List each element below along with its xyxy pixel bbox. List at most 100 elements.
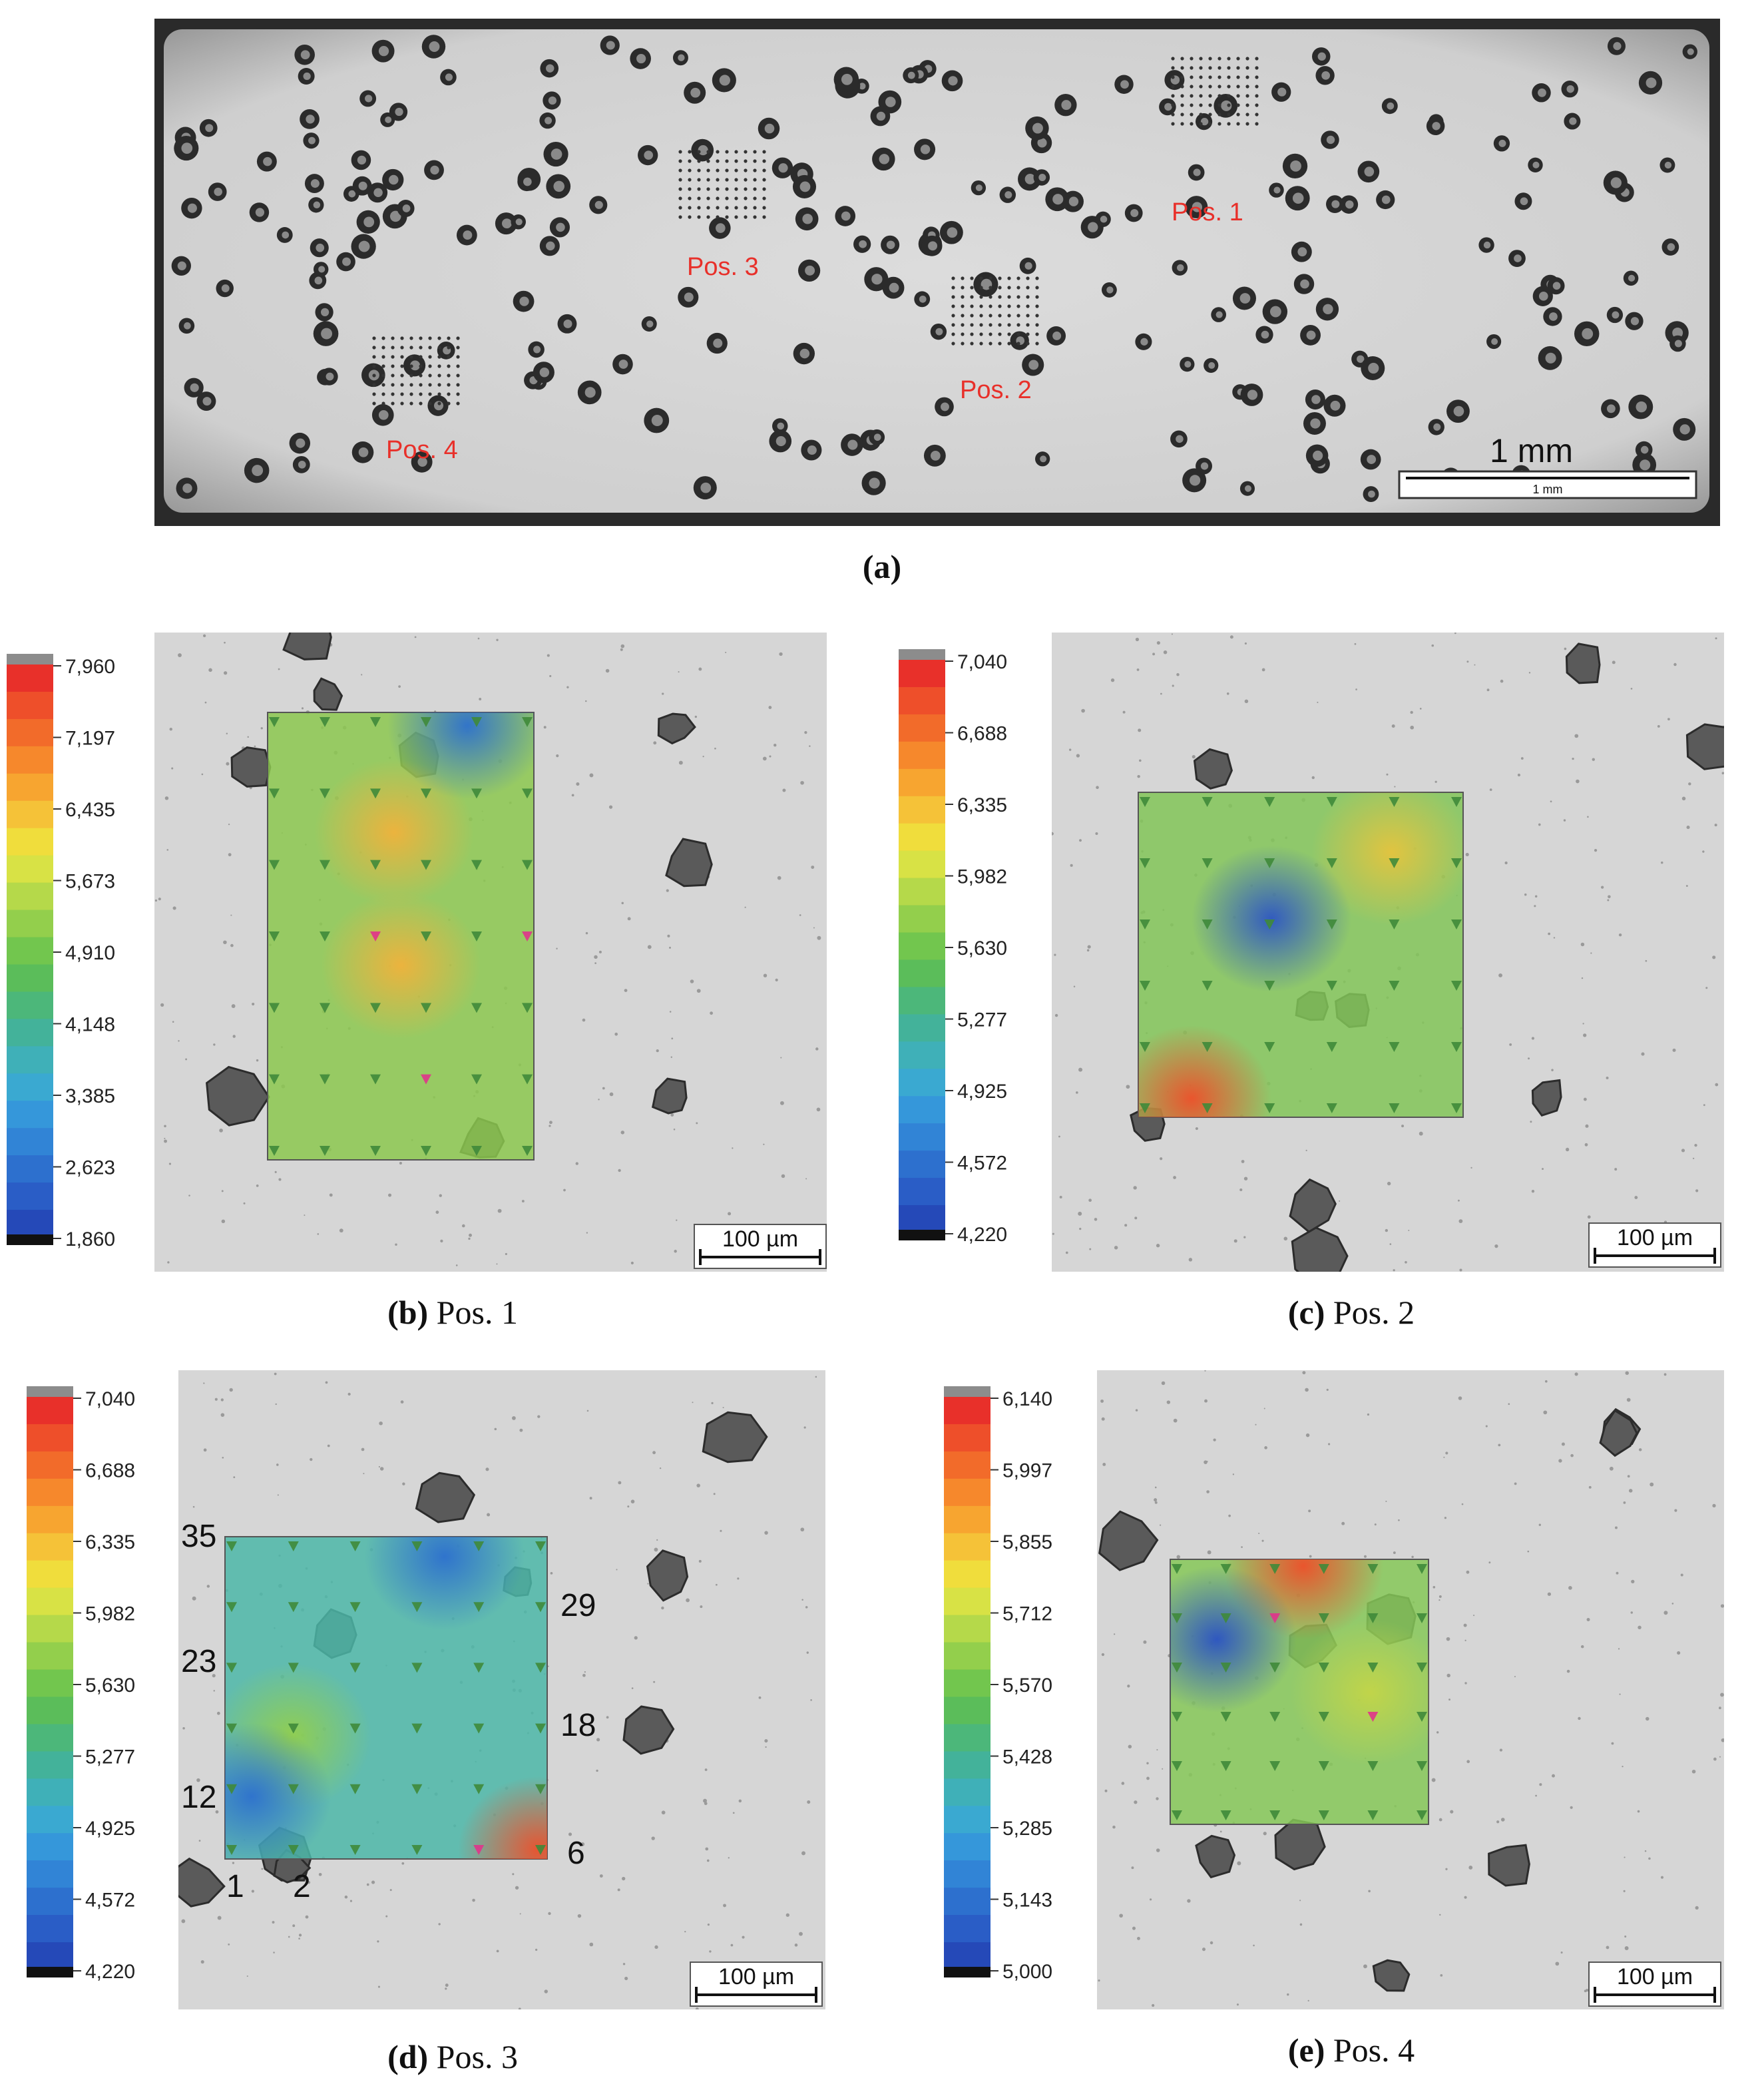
indent-marker [411, 1723, 423, 1734]
pore-mark-center [1120, 80, 1129, 89]
surface-speck [1132, 1926, 1136, 1930]
indent-marker [1318, 1663, 1329, 1673]
pore-mark-center [1667, 243, 1675, 251]
surface-speck [1504, 861, 1508, 865]
indent-mark [1190, 113, 1194, 117]
indent-mark [706, 187, 710, 191]
pore-mark-center [348, 190, 356, 198]
surface-speck [1176, 672, 1180, 676]
particle-mark [651, 1077, 688, 1115]
surface-speck [817, 935, 821, 940]
indent-marker [288, 1541, 299, 1551]
micrograph-b [154, 615, 827, 1272]
surface-speck [723, 1904, 726, 1908]
indent-marker [288, 1784, 299, 1794]
surface-speck [310, 1457, 313, 1461]
surface-speck [547, 654, 550, 657]
indent-marker [1140, 1042, 1150, 1052]
indent-marker [320, 1074, 330, 1085]
indent-mark [1026, 342, 1030, 346]
surface-speck [288, 1936, 290, 1938]
surface-speck [1584, 1989, 1587, 1993]
colorbar-segment [27, 1533, 73, 1561]
surface-speck [1713, 1757, 1717, 1761]
surface-speck [1520, 757, 1524, 760]
indent-mark [688, 159, 692, 163]
pore-mark-center [306, 115, 315, 124]
indent-mark [419, 336, 423, 340]
pore-mark-center [1177, 264, 1184, 272]
indent-marker [421, 1074, 431, 1085]
indent-marker [1367, 1712, 1379, 1722]
surface-speck [1719, 1756, 1721, 1758]
surface-speck [1582, 1023, 1584, 1025]
indent-marker [370, 788, 381, 799]
surface-speck [1638, 1625, 1642, 1630]
surface-speck [1156, 1748, 1158, 1751]
indent-mark [961, 323, 965, 327]
pore-mark-center [463, 230, 473, 240]
indent-mark [1190, 122, 1194, 126]
surface-speck [1112, 1825, 1116, 1829]
surface-speck [1154, 1501, 1158, 1504]
surface-speck [361, 674, 363, 676]
indent-mark [372, 401, 376, 405]
surface-speck [388, 1193, 392, 1197]
surface-speck [1645, 959, 1648, 962]
surface-speck [698, 667, 702, 671]
surface-speck [1261, 668, 1265, 672]
surface-speck [220, 1398, 224, 1402]
panel-a-micrograph: Pos. 1 Pos. 2 Pos. 3 Pos. 4 1 mm 1 mm [154, 19, 1720, 526]
indent-mark [1190, 103, 1194, 107]
indent-mark [447, 401, 451, 405]
surface-speck [172, 906, 176, 910]
surface-speck [206, 1585, 210, 1588]
surface-speck [1552, 1774, 1555, 1778]
surface-speck [547, 1665, 549, 1667]
indent-mark [989, 342, 992, 346]
indent-marker [1269, 1613, 1281, 1623]
particle-mark [1098, 1510, 1159, 1571]
surface-speck [1508, 1403, 1510, 1406]
indent-marker [522, 860, 533, 870]
surface-speck [344, 1895, 348, 1899]
surface-speck [630, 1261, 634, 1265]
indent-mark [1236, 57, 1240, 61]
indent-marker [320, 931, 330, 941]
indent-marker [370, 1074, 381, 1085]
indent-marker [269, 860, 280, 870]
indent-marker [1264, 919, 1275, 929]
colorbar-segment [27, 1778, 73, 1807]
surface-speck [1086, 949, 1090, 952]
indent-mark [697, 215, 701, 219]
surface-speck [1624, 1856, 1626, 1858]
pore-mark-center [1640, 445, 1649, 454]
indent-marker [1264, 797, 1275, 807]
pore-mark-center [1040, 455, 1047, 463]
surface-speck [401, 1862, 405, 1865]
surface-speck [1634, 1196, 1638, 1200]
pore-mark-center [358, 181, 367, 190]
indent-mark [970, 314, 974, 318]
indent-mark [1208, 94, 1212, 98]
pore-mark-center [1432, 122, 1440, 131]
surface-speck [521, 1200, 525, 1202]
pore-mark-center [1004, 191, 1012, 199]
indent-mark [688, 178, 692, 182]
indent-marker [1389, 1042, 1400, 1052]
colorbar-segment [944, 1560, 991, 1589]
surface-speck [1054, 953, 1056, 956]
surface-speck [371, 1880, 375, 1884]
surface-speck [1434, 780, 1437, 783]
surface-speck [1464, 1896, 1467, 1899]
colorbar-tick-label: 4,148 [65, 1014, 115, 1036]
surface-speck [769, 755, 772, 758]
surface-speck [1299, 1900, 1301, 1902]
surface-speck [1150, 1898, 1152, 1901]
surface-speck [694, 715, 698, 718]
indent-mark [409, 346, 413, 350]
indent-mark [409, 383, 413, 387]
indent-mark [744, 187, 748, 191]
pore-mark-center [429, 41, 440, 52]
indent-marker [1367, 1761, 1379, 1771]
